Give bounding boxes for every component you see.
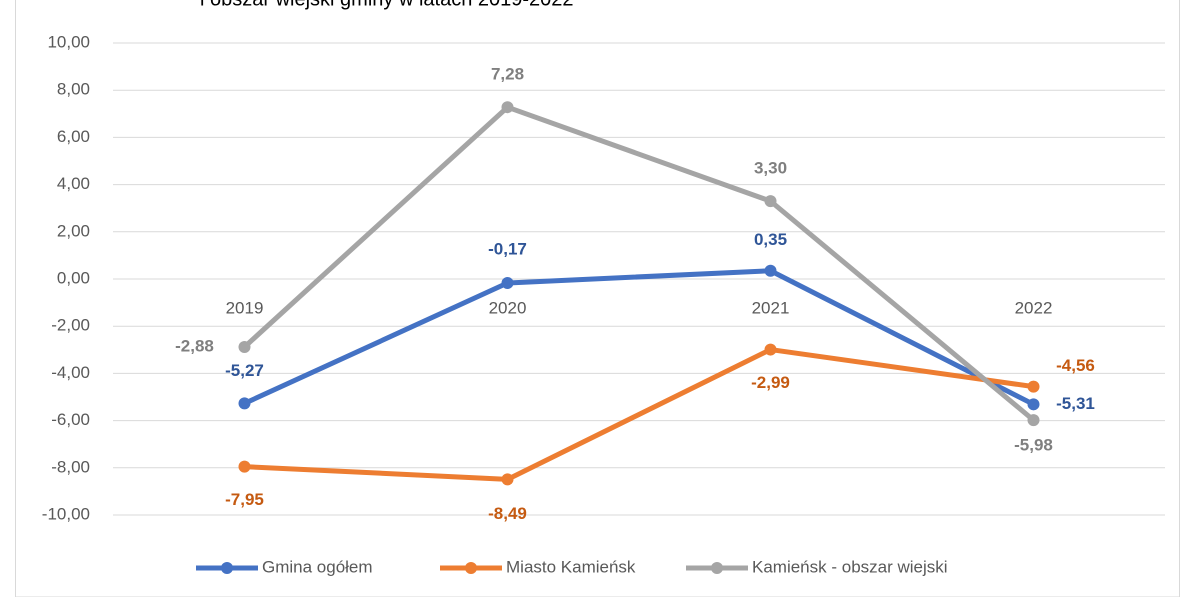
data-label: -4,56 [1056,356,1095,375]
y-tick-label: 8,00 [57,80,90,99]
series-line [243,268,1035,407]
data-point [501,277,514,290]
data-label: -2,88 [175,336,214,355]
data-label: 0,35 [754,230,787,249]
y-tick-label: -8,00 [51,457,90,476]
x-tick-label: 2020 [489,298,527,317]
x-tick-label: 2022 [1015,298,1053,317]
data-point [1027,380,1040,393]
legend-marker [221,562,233,574]
data-label: -5,31 [1056,394,1095,413]
data-point [501,473,514,486]
data-label: -2,99 [751,373,790,392]
y-tick-label: -2,00 [51,316,90,335]
data-point [501,101,514,114]
data-point [1027,414,1040,427]
y-tick-label: -6,00 [51,410,90,429]
x-tick-label: 2019 [226,298,264,317]
y-tick-label: 6,00 [57,127,90,146]
chart-frame [15,0,1180,597]
y-tick-label: 2,00 [57,221,90,240]
legend-marker [711,562,723,574]
legend-label: Kamieńsk - obszar wiejski [752,557,948,576]
y-tick-label: -4,00 [51,363,90,382]
data-label: 7,28 [491,65,524,84]
data-point [764,264,777,277]
data-point [764,343,777,356]
data-point [238,460,251,473]
data-point [238,340,251,353]
legend-label: Gmina ogółem [262,557,373,576]
series-line [242,104,1036,423]
series-line [244,347,1034,482]
data-label: -7,95 [225,490,264,509]
chart-title: i obszar wiejski gminy w latach 2019-202… [200,0,574,10]
y-tick-label: 4,00 [57,174,90,193]
y-tick-label: -10,00 [42,504,90,523]
data-label: 3,30 [754,159,787,178]
data-label: -8,49 [488,504,527,523]
data-point [764,195,777,208]
y-tick-label: 10,00 [47,32,90,51]
legend-marker [465,562,477,574]
data-label: -5,27 [225,361,264,380]
y-tick-label: 0,00 [57,268,90,287]
data-label: -0,17 [488,239,527,258]
x-tick-label: 2021 [752,298,790,317]
data-point [238,397,251,410]
data-label: -5,98 [1014,436,1053,455]
data-point [1027,398,1040,411]
legend-label: Miasto Kamieńsk [506,557,636,576]
